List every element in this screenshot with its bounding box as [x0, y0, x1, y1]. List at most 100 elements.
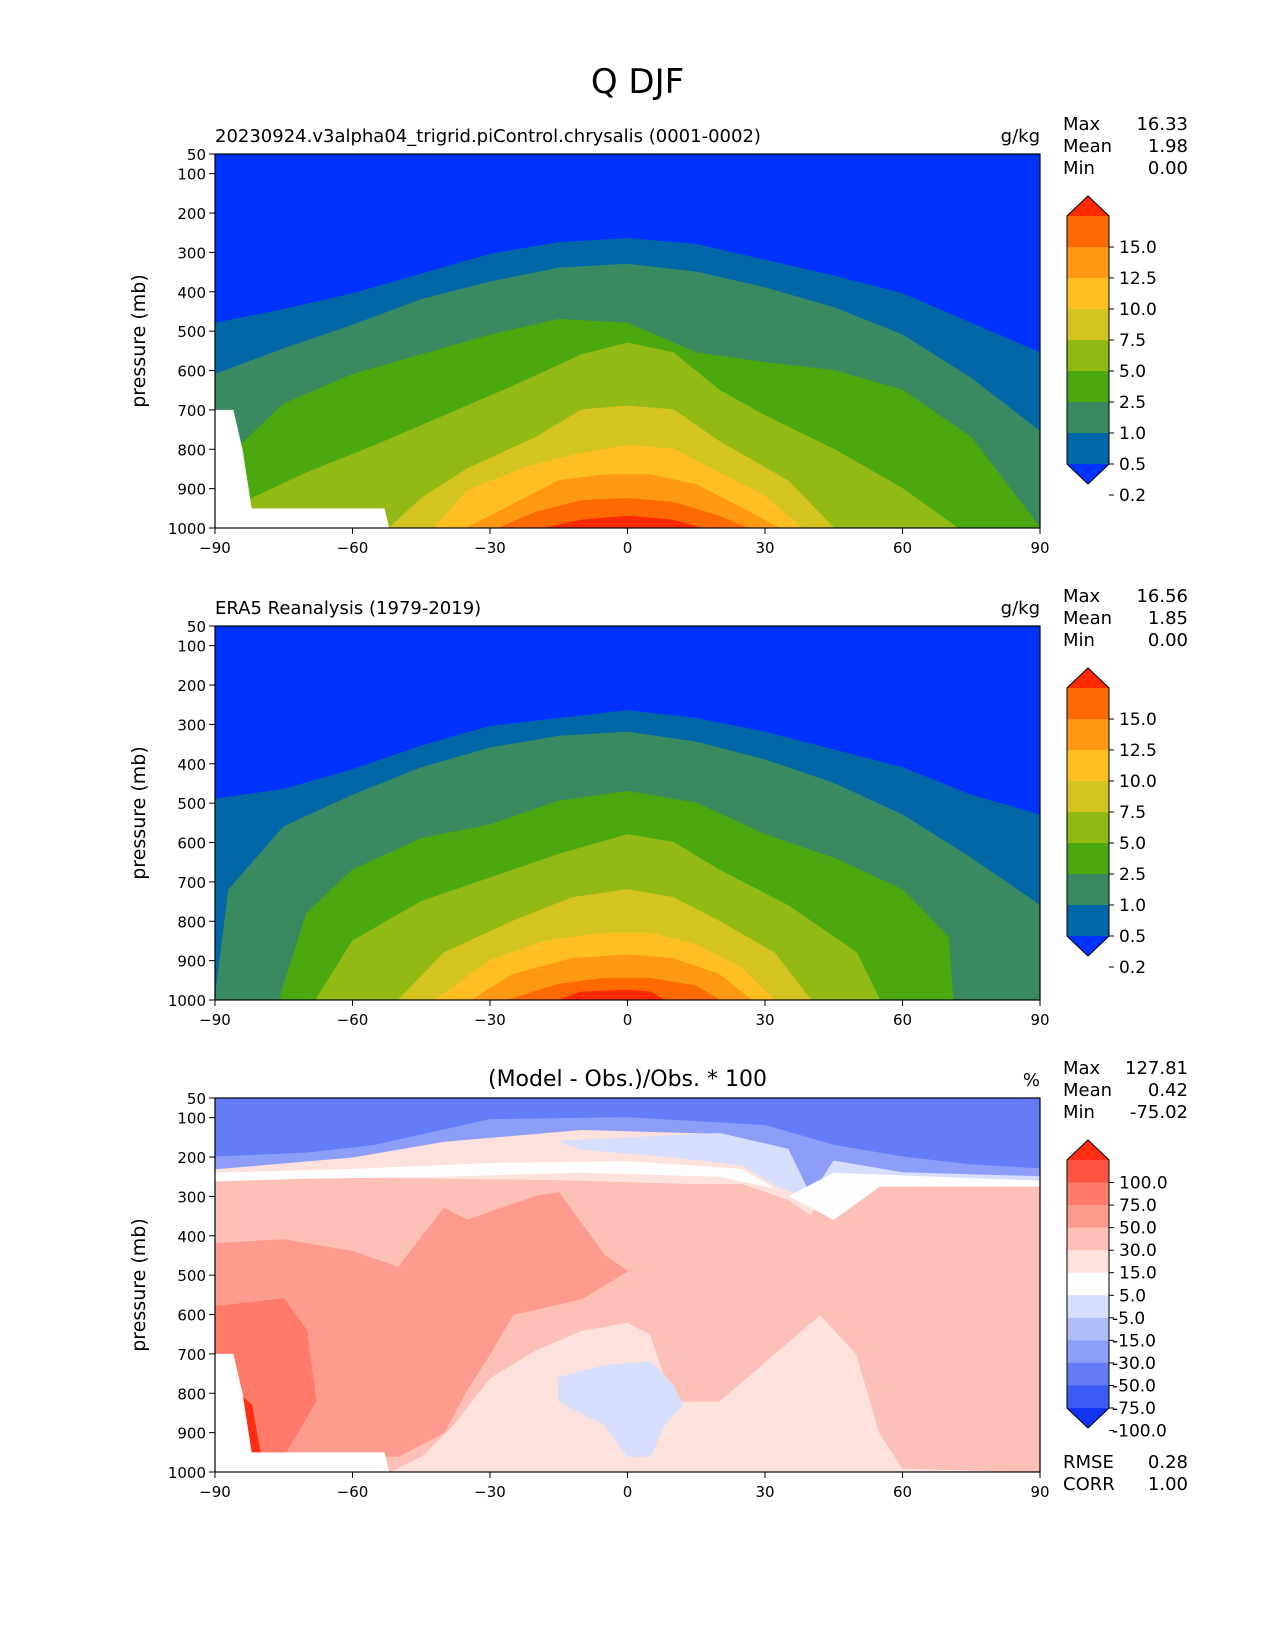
x-tick-label: −30 — [474, 1483, 506, 1501]
x-tick-label: −90 — [199, 1483, 231, 1501]
y-tick-label: 400 — [177, 1228, 206, 1246]
colorbar-tick-label: 75.0 — [1119, 1196, 1157, 1216]
x-tick-label: −90 — [199, 539, 231, 557]
units-label: g/kg — [1001, 126, 1040, 147]
stat-label: CORR — [1063, 1474, 1115, 1495]
panel-title: 20230924.v3alpha04_trigrid.piControl.chr… — [215, 126, 761, 147]
y-tick-label: 500 — [177, 323, 206, 341]
colorbar-tick-label: 0.2 — [1119, 958, 1146, 978]
x-tick-label: 0 — [623, 539, 633, 557]
x-tick-label: 90 — [1030, 539, 1049, 557]
x-tick-label: −60 — [337, 539, 369, 557]
colorbar-segment — [1067, 371, 1109, 403]
contour-band — [508, 977, 721, 1000]
y-tick-label: 200 — [177, 205, 206, 223]
colorbar-tick-label: 2.5 — [1119, 865, 1146, 885]
stat-label: Max — [1063, 1058, 1101, 1079]
colorbar-segment — [1067, 340, 1109, 372]
colorbar-tick-label: 30.0 — [1119, 1241, 1157, 1261]
stat-value: 1.85 — [1148, 608, 1188, 629]
colorbar-tick-label: 2.5 — [1119, 393, 1146, 413]
stat-label: Mean — [1063, 136, 1112, 157]
panel-title: (Model - Obs.)/Obs. * 100 — [488, 1067, 767, 1092]
colorbar-tick-label: -50.0 — [1112, 1376, 1156, 1396]
y-tick-label: 200 — [177, 1149, 206, 1167]
missing-data-mask — [215, 409, 390, 528]
y-tick-label: 500 — [177, 1267, 206, 1285]
colorbar-tick-label: 12.5 — [1119, 741, 1157, 761]
y-tick-label: 800 — [177, 441, 206, 459]
colorbar-segment — [1067, 1160, 1109, 1184]
colorbar-segment — [1067, 905, 1109, 937]
y-tick-label: 400 — [177, 284, 206, 302]
colorbar-tick-label: 5.0 — [1119, 362, 1146, 382]
stat-label: Max — [1063, 114, 1101, 135]
colorbar-extend-max — [1067, 1140, 1109, 1160]
y-tick-label: 50 — [187, 146, 206, 164]
colorbar-tick-label: -30.0 — [1112, 1354, 1156, 1374]
y-tick-label: 100 — [177, 1110, 206, 1128]
stat-value: 16.33 — [1136, 114, 1188, 135]
contour-fills — [215, 626, 1040, 1000]
colorbar-tick-label: 100.0 — [1119, 1174, 1168, 1194]
x-tick-label: 60 — [893, 1483, 912, 1501]
x-tick-label: −60 — [337, 1011, 369, 1029]
stat-value: 0.00 — [1148, 158, 1188, 179]
colorbar-tick-label: 15.0 — [1119, 238, 1157, 258]
contour-band — [215, 1117, 1040, 1198]
stat-value: 1.00 — [1148, 1474, 1188, 1495]
colorbar-segment — [1067, 247, 1109, 279]
stat-label: Mean — [1063, 1080, 1112, 1101]
x-tick-label: 0 — [623, 1483, 633, 1501]
colorbar-tick-label: -15.0 — [1112, 1331, 1156, 1351]
y-tick-label: 900 — [177, 953, 206, 971]
x-tick-label: 30 — [755, 1011, 774, 1029]
colorbar-tick-label: 50.0 — [1119, 1219, 1157, 1239]
x-tick-label: 30 — [755, 1483, 774, 1501]
colorbar-tick-label: 10.0 — [1119, 300, 1157, 320]
colorbar-tick-label: 15.0 — [1119, 1264, 1157, 1284]
y-tick-label: 200 — [177, 677, 206, 695]
colorbar-segment — [1067, 1362, 1109, 1386]
x-tick-label: −60 — [337, 1483, 369, 1501]
panel-title: ERA5 Reanalysis (1979-2019) — [215, 598, 481, 619]
colorbar-segment — [1067, 1385, 1109, 1409]
colorbar-tick-label: 10.0 — [1119, 772, 1157, 792]
y-tick-label: 300 — [177, 244, 206, 262]
stat-value: 127.81 — [1125, 1058, 1188, 1079]
y-tick-label: 1000 — [168, 992, 206, 1010]
y-axis-label: pressure (mb) — [128, 1218, 150, 1352]
colorbar-segment — [1067, 1272, 1109, 1296]
contour-fills — [215, 154, 1040, 528]
contour-band — [558, 989, 666, 1000]
contour-band — [215, 1191, 629, 1457]
y-tick-label: 100 — [177, 638, 206, 656]
y-tick-label: 700 — [177, 1346, 206, 1364]
colorbar-segment — [1067, 1205, 1109, 1229]
stat-value: 0.42 — [1148, 1080, 1188, 1101]
contour-band — [558, 1132, 1040, 1209]
colorbar-tick-label: 15.0 — [1119, 710, 1157, 730]
contour-band — [558, 1361, 684, 1457]
y-tick-label: 50 — [187, 1090, 206, 1108]
y-tick-label: 1000 — [168, 1464, 206, 1482]
stat-value: 16.56 — [1136, 586, 1188, 607]
colorbar-tick-label: 0.2 — [1119, 486, 1146, 506]
y-tick-label: 800 — [177, 1385, 206, 1403]
colorbar-segment — [1067, 402, 1109, 434]
colorbar-segment — [1067, 1250, 1109, 1274]
colorbar-segment — [1067, 843, 1109, 875]
colorbar-segment — [1067, 1295, 1109, 1319]
y-tick-label: 700 — [177, 402, 206, 420]
stat-value: 0.28 — [1148, 1452, 1188, 1473]
figure-title: Q DJF — [591, 62, 684, 102]
contour-band — [544, 515, 701, 528]
y-tick-label: 100 — [177, 166, 206, 184]
contour-band — [215, 1160, 1040, 1221]
x-tick-label: 0 — [623, 1011, 633, 1029]
y-tick-label: 400 — [177, 756, 206, 774]
colorbar-segment — [1067, 750, 1109, 782]
x-tick-label: 90 — [1030, 1483, 1049, 1501]
